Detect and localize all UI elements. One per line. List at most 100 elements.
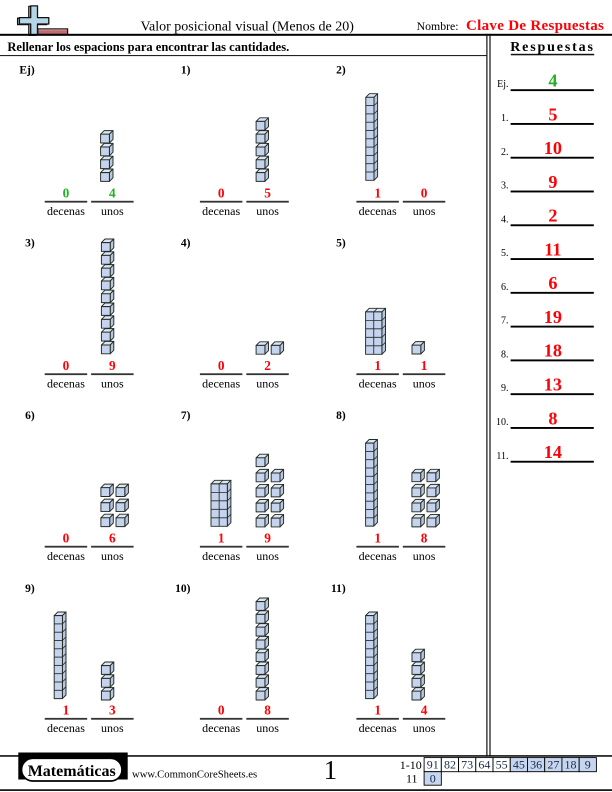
svg-text:Respuestas: Respuestas (510, 40, 595, 55)
svg-text:unos: unos (413, 376, 436, 390)
svg-text:1: 1 (374, 358, 381, 373)
svg-text:2.: 2. (501, 147, 509, 158)
svg-text:unos: unos (256, 549, 279, 563)
svg-text:Nombre:: Nombre: (417, 19, 459, 33)
svg-text:8: 8 (264, 703, 271, 718)
svg-text:2): 2) (336, 65, 346, 77)
svg-text:1): 1) (181, 65, 191, 77)
svg-text:64: 64 (478, 757, 490, 771)
svg-text:1: 1 (374, 531, 381, 546)
svg-text:10): 10) (175, 583, 191, 595)
svg-text:9: 9 (109, 358, 116, 373)
svg-text:6: 6 (548, 273, 557, 293)
svg-text:0: 0 (63, 531, 70, 546)
svg-text:unos: unos (413, 549, 436, 563)
svg-text:11): 11) (331, 583, 346, 595)
svg-text:8: 8 (548, 408, 557, 428)
svg-text:7.: 7. (501, 316, 509, 327)
svg-text:decenas: decenas (202, 204, 240, 218)
svg-text:9: 9 (585, 757, 591, 771)
svg-text:decenas: decenas (47, 376, 85, 390)
svg-text:decenas: decenas (47, 549, 85, 563)
svg-text:www.CommonCoreSheets.es: www.CommonCoreSheets.es (132, 769, 257, 781)
svg-text:91: 91 (427, 757, 439, 771)
svg-text:unos: unos (256, 721, 279, 735)
svg-text:Ej.: Ej. (497, 79, 508, 90)
svg-text:5): 5) (336, 237, 346, 249)
svg-text:decenas: decenas (202, 721, 240, 735)
svg-text:decenas: decenas (359, 721, 397, 735)
svg-text:11: 11 (544, 239, 561, 259)
svg-text:5: 5 (264, 186, 271, 201)
svg-text:5.: 5. (501, 248, 509, 259)
svg-text:Valor posicional visual (Menos: Valor posicional visual (Menos de 20) (140, 20, 354, 35)
svg-text:18: 18 (544, 341, 562, 361)
svg-text:1: 1 (63, 703, 70, 718)
svg-text:2: 2 (548, 206, 557, 226)
svg-text:0: 0 (421, 186, 428, 201)
svg-text:36: 36 (530, 757, 542, 771)
svg-text:unos: unos (413, 721, 436, 735)
svg-text:0: 0 (218, 358, 225, 373)
svg-text:1: 1 (374, 703, 381, 718)
svg-text:8: 8 (421, 531, 428, 546)
svg-text:55: 55 (496, 757, 508, 771)
svg-text:4: 4 (109, 186, 116, 201)
svg-text:0: 0 (63, 186, 70, 201)
svg-text:decenas: decenas (47, 721, 85, 735)
svg-text:9: 9 (264, 531, 271, 546)
svg-text:0: 0 (430, 771, 436, 785)
svg-text:unos: unos (101, 721, 124, 735)
svg-text:1: 1 (218, 531, 225, 546)
svg-text:decenas: decenas (202, 376, 240, 390)
svg-text:45: 45 (513, 757, 525, 771)
svg-text:unos: unos (101, 549, 124, 563)
svg-text:4: 4 (548, 71, 557, 91)
svg-text:6.: 6. (501, 282, 509, 293)
svg-text:27: 27 (547, 757, 559, 771)
svg-text:18: 18 (565, 757, 577, 771)
svg-text:decenas: decenas (47, 204, 85, 218)
svg-text:3: 3 (109, 703, 116, 718)
svg-text:6: 6 (109, 531, 116, 546)
svg-text:10: 10 (544, 138, 562, 158)
svg-text:unos: unos (413, 204, 436, 218)
svg-text:Rellenar los espacions para en: Rellenar los espacions para encontrar la… (7, 40, 289, 54)
svg-text:6): 6) (25, 410, 35, 422)
svg-text:unos: unos (256, 204, 279, 218)
svg-text:13: 13 (544, 375, 562, 395)
svg-text:unos: unos (256, 376, 279, 390)
svg-text:4): 4) (181, 237, 191, 249)
svg-text:4.: 4. (501, 214, 509, 225)
svg-text:decenas: decenas (202, 549, 240, 563)
svg-text:1: 1 (421, 358, 428, 373)
svg-text:14: 14 (544, 442, 562, 462)
svg-text:decenas: decenas (359, 204, 397, 218)
svg-text:5: 5 (548, 104, 557, 124)
svg-text:8): 8) (336, 410, 346, 422)
svg-text:8.: 8. (501, 349, 509, 360)
svg-text:11: 11 (406, 772, 418, 786)
svg-text:1.: 1. (501, 113, 509, 124)
svg-text:11.: 11. (496, 451, 508, 462)
svg-text:Matemáticas: Matemáticas (28, 763, 116, 780)
svg-text:9): 9) (25, 583, 35, 595)
svg-text:1-10: 1-10 (400, 758, 422, 772)
svg-text:0: 0 (218, 703, 225, 718)
svg-text:unos: unos (101, 204, 124, 218)
svg-text:9: 9 (548, 172, 557, 192)
svg-text:decenas: decenas (359, 376, 397, 390)
svg-text:7): 7) (181, 410, 191, 422)
svg-text:10.: 10. (496, 417, 509, 428)
svg-text:3): 3) (25, 237, 35, 249)
svg-text:3.: 3. (501, 181, 509, 192)
svg-text:73: 73 (461, 757, 473, 771)
svg-text:9.: 9. (501, 383, 509, 394)
svg-text:1: 1 (374, 186, 381, 201)
svg-text:4: 4 (421, 703, 428, 718)
svg-text:unos: unos (101, 376, 124, 390)
svg-text:0: 0 (218, 186, 225, 201)
svg-text:Clave De Respuestas: Clave De Respuestas (466, 18, 604, 34)
svg-text:1: 1 (324, 755, 338, 785)
svg-text:19: 19 (544, 307, 562, 327)
